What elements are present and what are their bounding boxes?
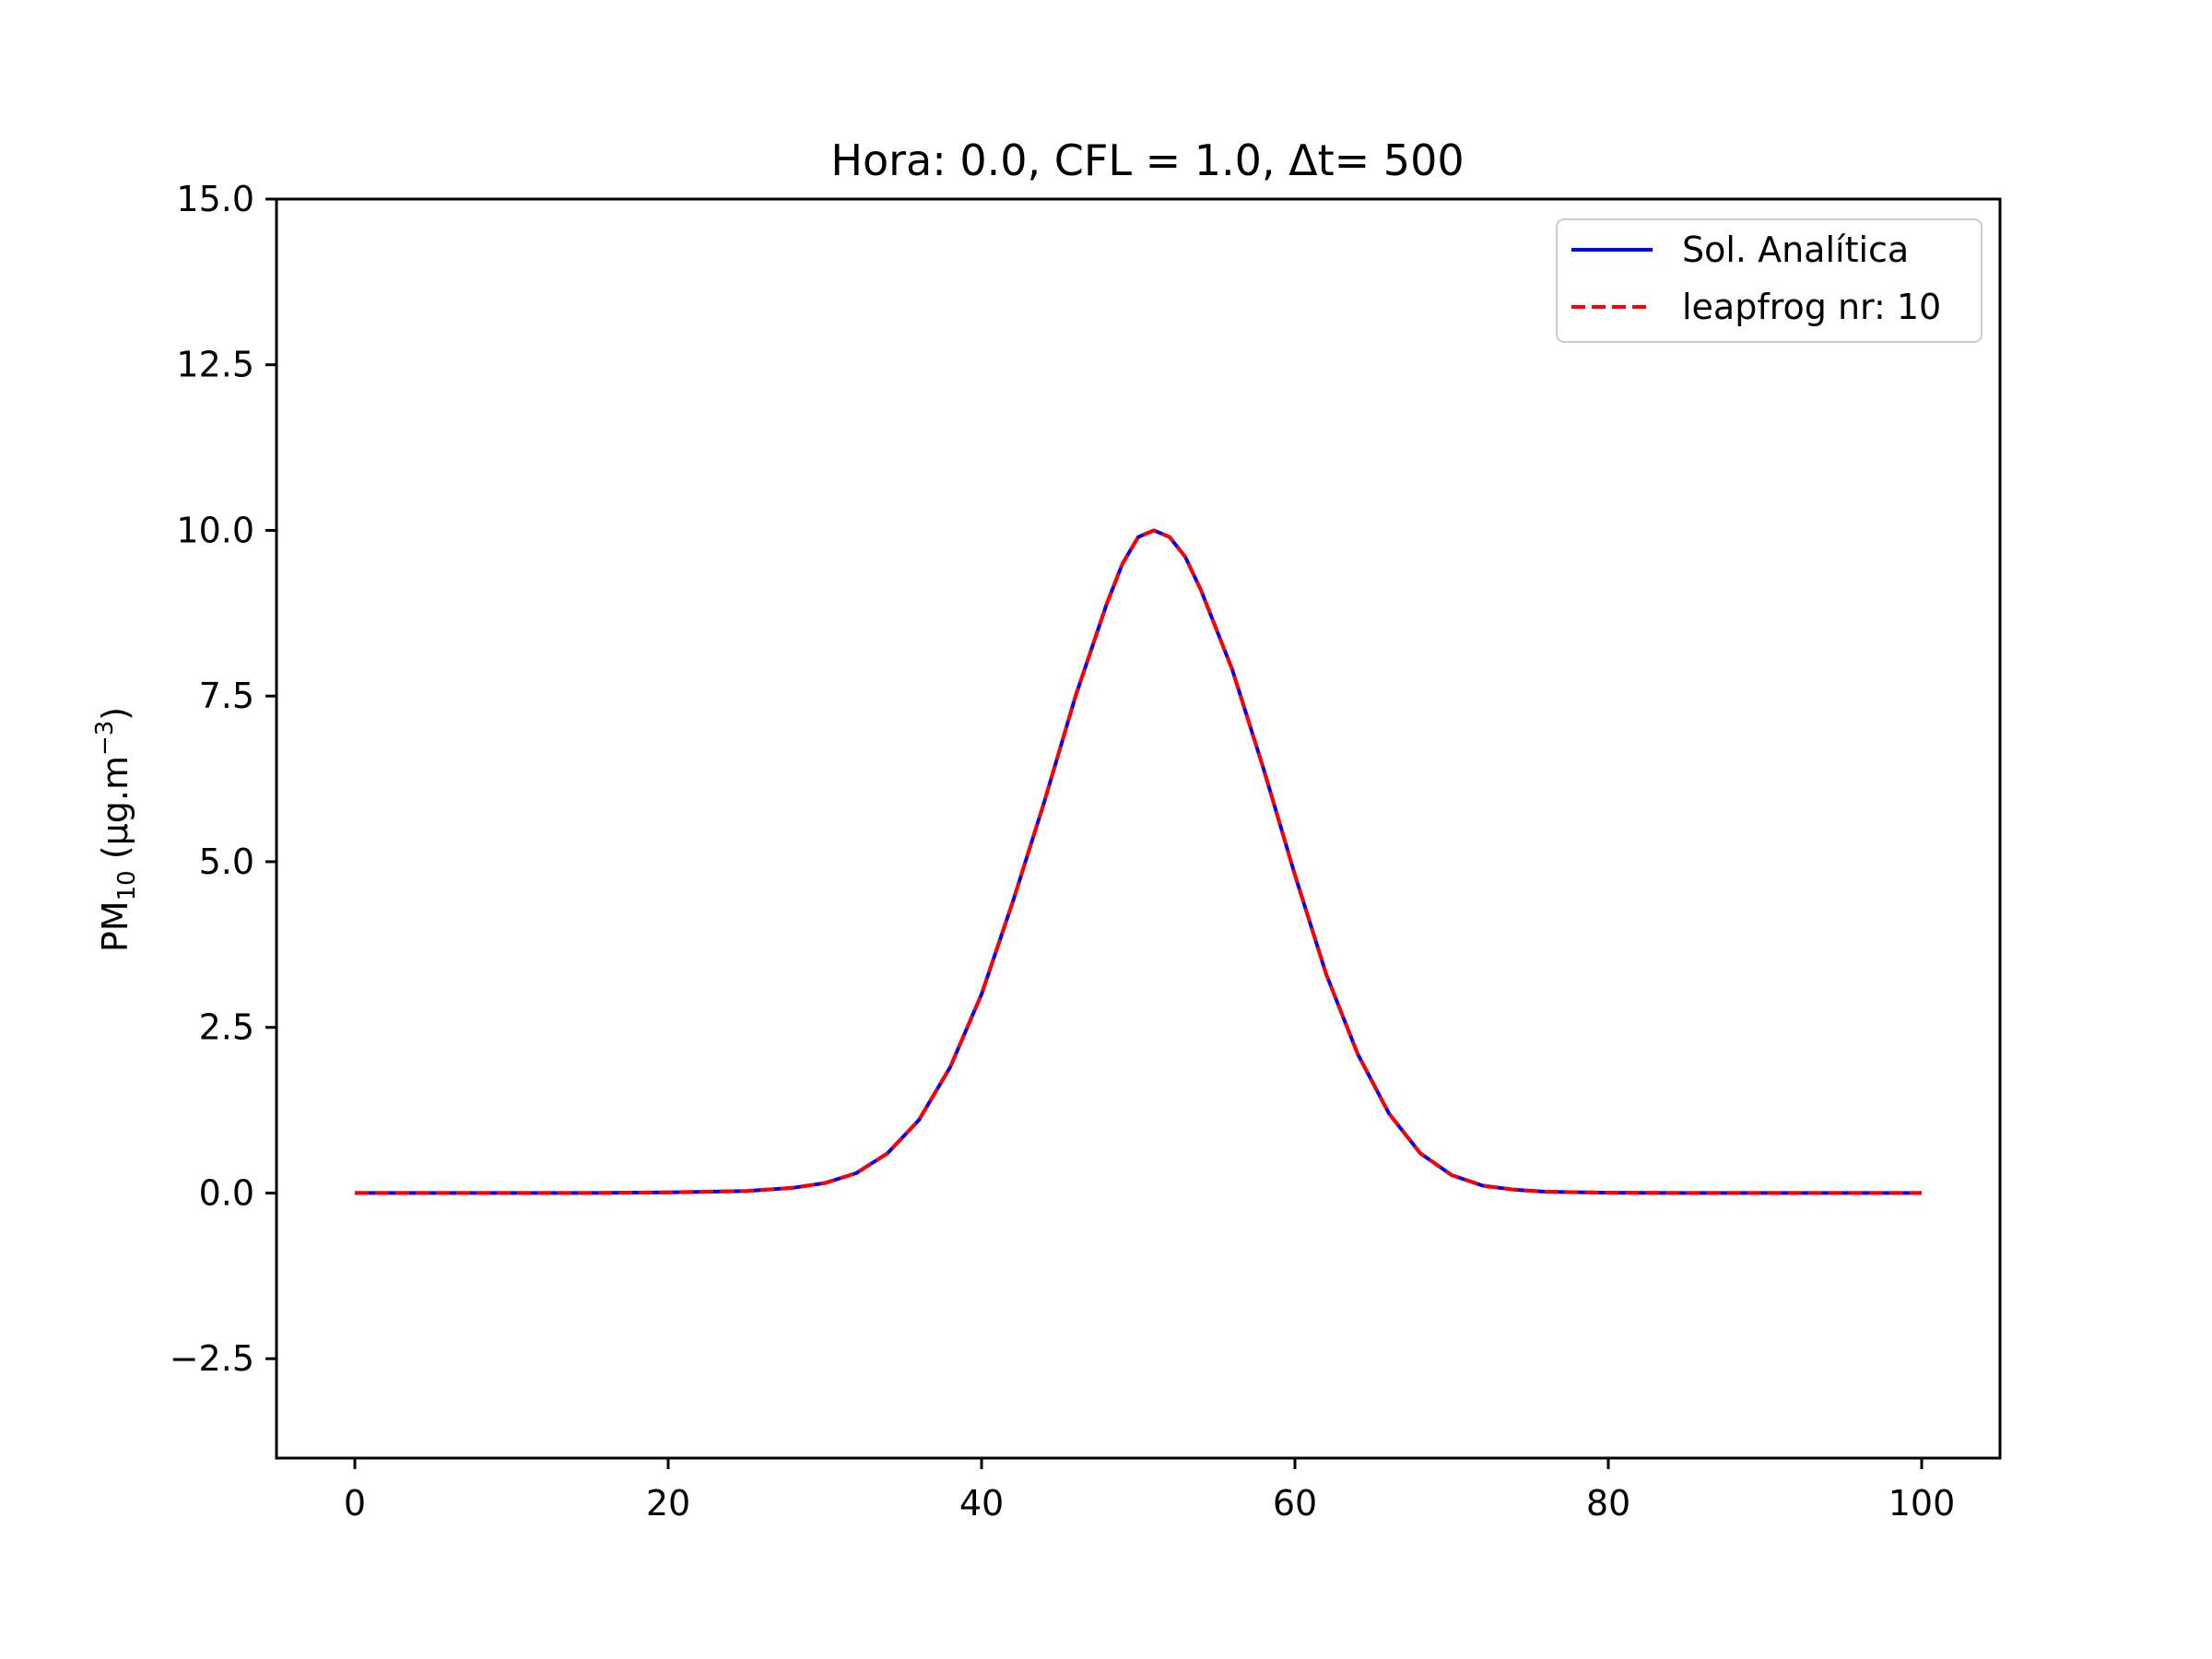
x-tick-label: 0: [344, 1483, 366, 1524]
plot-area: [276, 199, 2000, 1458]
plot-frame: [275, 197, 2002, 1460]
chart-title: Hora: 0.0, CFL = 1.0, Δt= 500: [830, 135, 1464, 185]
y-tick-label: 12.5: [176, 345, 254, 385]
y-axis-label-subscript: 10: [113, 870, 141, 900]
y-axis-label-superscript: −3: [91, 721, 119, 756]
y-axis-label-prefix: PM: [95, 900, 135, 952]
y-tick-label: 2.5: [199, 1007, 254, 1048]
y-axis-ticks: −2.5 0.0 2.5 5.0 7.5 10.0 12.5 15.0: [170, 179, 276, 1379]
y-tick-label: 5.0: [199, 841, 254, 882]
y-axis-label-suffix: ): [95, 707, 135, 721]
x-tick-label: 100: [1888, 1483, 1956, 1524]
y-axis-label: PM10 (μg.m−3): [91, 707, 141, 952]
x-tick-label: 80: [1586, 1483, 1630, 1524]
legend-box: [1556, 218, 1983, 343]
series-line-leapfrog: [355, 528, 1922, 1195]
y-tick-label: −2.5: [170, 1338, 254, 1379]
legend: Sol. Analítica leapfrog nr: 10: [1556, 218, 1983, 343]
legend-label-analitica: Sol. Analítica: [1682, 229, 1909, 270]
x-axis-ticks: 0 20 40 60 80 100: [344, 1458, 1955, 1524]
series-layer: [355, 528, 1922, 1195]
legend-label-leapfrog: leapfrog nr: 10: [1682, 287, 1941, 327]
y-tick-label: 0.0: [199, 1172, 254, 1213]
y-tick-label: 15.0: [176, 179, 254, 219]
x-tick-label: 40: [959, 1483, 1004, 1524]
x-tick-label: 20: [646, 1483, 690, 1524]
y-axis-label-middle: (μg.m: [95, 756, 135, 870]
y-tick-label: 7.5: [199, 676, 254, 716]
x-tick-label: 60: [1273, 1483, 1317, 1524]
y-tick-label: 10.0: [176, 510, 254, 550]
